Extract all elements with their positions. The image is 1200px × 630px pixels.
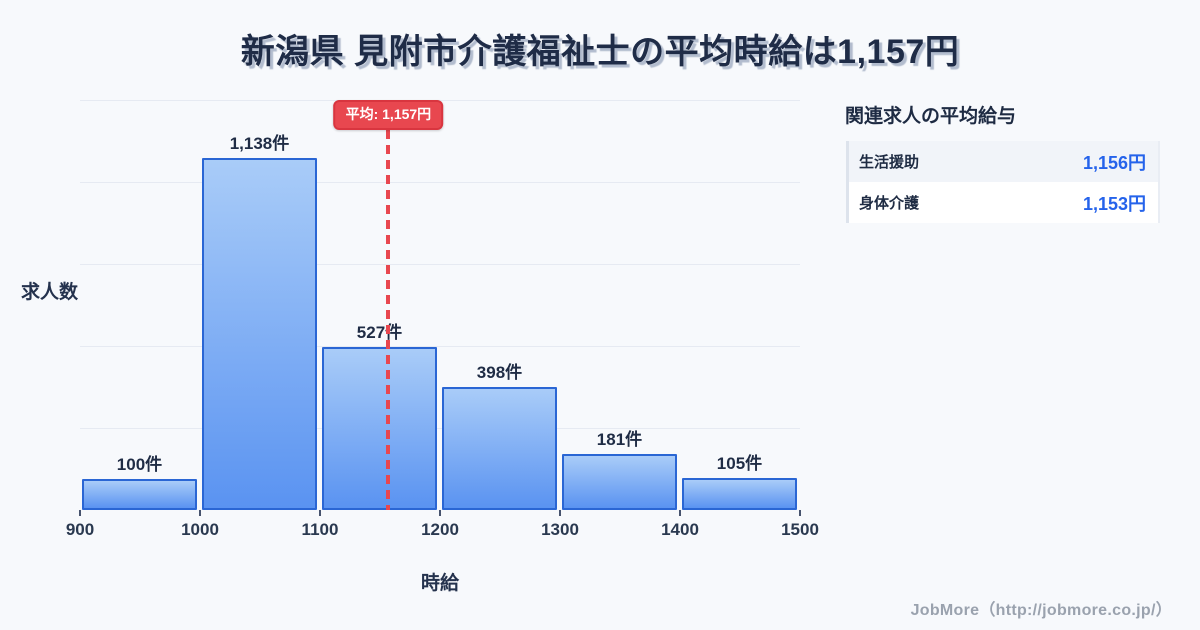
x-tick-label: 1200 [421, 520, 459, 539]
y-axis-label: 求人数 [21, 282, 79, 303]
list-item-shintai-kaigo: 身体介護 1,153円 [849, 182, 1158, 223]
x-tick-label: 1100 [301, 520, 339, 539]
job-type-label: 身体介護 [859, 195, 920, 212]
x-tick-mark [319, 510, 321, 516]
bar-value-label: 527件 [356, 323, 403, 342]
bar-value-label: 181件 [596, 430, 643, 449]
credit-text: JobMore（http://jobmore.co.jp/） [910, 602, 1172, 619]
histogram-bar: 100件 [82, 455, 197, 510]
histogram-bar: 1,138件 [201, 134, 317, 510]
x-tick-label: 1500 [781, 520, 819, 539]
histogram-chart: 100件 1,138件 527件 398件 181件 105件 平均: 1,157円 [79, 100, 801, 516]
bar-value-label: 398件 [476, 363, 523, 382]
x-axis-label: 時給 [420, 573, 460, 594]
page-title: 新潟県 見附市介護福祉士の平均時給は1,157円 [240, 33, 960, 71]
histogram-bar: 398件 [442, 363, 557, 510]
gridline [80, 264, 800, 265]
gridline [80, 182, 800, 183]
average-badge-label: 平均: 1,157円 [345, 106, 432, 122]
job-type-label: 生活援助 [859, 154, 920, 171]
bar-value-label: 105件 [716, 454, 763, 473]
gridline [80, 428, 800, 429]
bar-value-label: 1,138件 [229, 134, 290, 153]
histogram-bar: 527件 [321, 323, 437, 510]
x-tick-label: 900 [65, 520, 95, 539]
x-tick-mark [199, 510, 201, 516]
bar-value-label: 100件 [116, 455, 163, 474]
x-axis-tick-labels: 900 1000 1100 1200 1300 1400 1500 [66, 520, 819, 544]
x-tick-mark [559, 510, 561, 516]
related-jobs-list: 生活援助 1,156円 身体介護 1,153円 [846, 141, 1160, 223]
x-tick-label: 1300 [541, 520, 579, 539]
x-tick-mark [439, 510, 441, 516]
x-tick-mark [79, 510, 81, 516]
x-tick-mark [799, 510, 801, 516]
average-badge: 平均: 1,157円 [333, 100, 444, 130]
x-tick-label: 1400 [661, 520, 699, 539]
list-item-seikatsu-enjo: 生活援助 1,156円 [849, 141, 1158, 182]
x-tick-mark [679, 510, 681, 516]
average-line [386, 130, 391, 510]
x-tick-label: 1000 [181, 520, 219, 539]
histogram-bar: 105件 [682, 454, 797, 510]
bars-layer: 100件 1,138件 527件 398件 181件 105件 [80, 100, 800, 510]
panel-heading: 関連求人の平均給与 [845, 106, 1017, 127]
histogram-bar: 181件 [561, 430, 677, 510]
gridline [80, 346, 800, 347]
job-wage-value: 1,153円 [1082, 193, 1146, 214]
job-wage-value: 1,156円 [1082, 152, 1146, 173]
